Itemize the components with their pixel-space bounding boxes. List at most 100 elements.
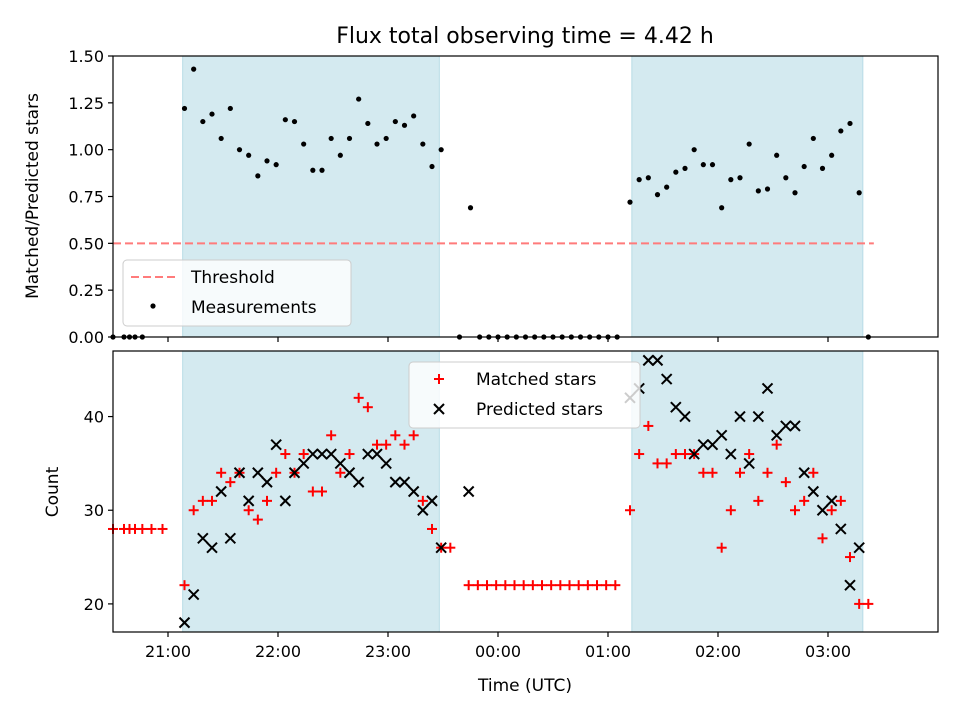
measurement-point — [365, 120, 371, 127]
measurement-point — [346, 135, 353, 142]
matched-stars-point — [707, 467, 718, 478]
matched-stars-point — [427, 523, 437, 534]
legend-predicted-label: Predicted stars — [476, 400, 603, 420]
matched-stars-point — [780, 477, 791, 488]
measurement-point — [236, 147, 243, 153]
matched-stars-point — [243, 505, 254, 516]
predicted-stars-point — [807, 485, 820, 498]
measurement-point — [700, 162, 706, 168]
x-b — [743, 457, 755, 470]
predicted-stars-point — [325, 448, 337, 460]
y-tick-label: 20 — [84, 595, 104, 614]
matched-stars-point — [555, 580, 566, 591]
predicted-stars-point — [780, 420, 792, 432]
measurement-point — [310, 167, 316, 173]
predicted-stars-point — [679, 410, 691, 423]
matched-stars-point — [698, 467, 709, 478]
matched-stars-point — [207, 495, 217, 506]
x-b — [242, 495, 255, 507]
legend-top: Threshold Measurements — [122, 259, 352, 327]
predicted-stars-point — [670, 401, 682, 413]
measurement-point — [392, 118, 398, 125]
predicted-stars-point — [261, 476, 273, 488]
matched-stars-point — [188, 505, 199, 516]
measurement-point — [255, 173, 261, 179]
predicted-stars-point — [853, 541, 865, 554]
measurement-point — [438, 147, 444, 153]
predicted-stars-point — [825, 495, 838, 507]
measurement-point — [411, 113, 417, 119]
measurement-point — [273, 162, 279, 168]
matched-stars-point — [137, 523, 148, 534]
x-b — [853, 541, 865, 554]
measurement-point — [264, 158, 270, 164]
measurement-point — [847, 120, 853, 127]
matched-stars-point — [225, 477, 236, 488]
legend-matched-label: Matched stars — [476, 370, 596, 390]
matched-stars-point — [799, 495, 810, 506]
predicted-stars-point — [380, 457, 392, 470]
predicted-stars-point — [697, 438, 710, 451]
matched-stars-point — [216, 467, 227, 478]
matched-stars-point — [491, 580, 502, 591]
predicted-stars-point — [770, 429, 783, 442]
x-b — [417, 504, 429, 516]
x-b — [770, 429, 783, 442]
x-b — [752, 410, 765, 423]
matched-stars-point — [537, 580, 547, 591]
measurement-point — [218, 135, 224, 142]
predicted-stars-point — [206, 541, 218, 554]
matched-stars-point — [643, 420, 654, 431]
x-b — [307, 448, 319, 460]
x-b — [725, 448, 737, 460]
matched-stars-point — [817, 533, 828, 544]
x-b — [206, 541, 218, 554]
matched-stars-point — [500, 580, 511, 591]
x-b — [789, 420, 801, 432]
x-b — [380, 457, 392, 470]
x-b — [816, 504, 829, 516]
matched-stars-point — [546, 580, 557, 591]
predicted-stars-point — [734, 410, 746, 423]
x-b — [715, 429, 728, 442]
matched-stars-point — [670, 449, 681, 460]
measurement-point — [374, 141, 380, 147]
predicted-stars-point — [426, 495, 438, 507]
top-panel-ratio: 0.00 0.25 0.50 0.75 1.00 1.25 1.50 Threshold Mea… — [68, 47, 939, 347]
matched-stars-point — [463, 580, 474, 591]
x-tick-label: 03:00 — [805, 642, 851, 661]
measurement-point — [709, 162, 716, 168]
y-tick-label: 1.50 — [68, 47, 104, 66]
observing-window-2 — [631, 55, 864, 338]
measurement-point — [328, 135, 334, 142]
matched-stars-point — [762, 467, 773, 478]
predicted-stars-point — [242, 495, 255, 507]
predicted-stars-point — [334, 457, 347, 470]
matched-stars-point — [863, 598, 874, 609]
measurement-point — [764, 186, 771, 192]
legend-measurement-swatch — [150, 303, 156, 309]
x-tick-label: 01:00 — [585, 642, 631, 661]
y-tick-label: 40 — [84, 408, 104, 427]
predicted-stars-point — [407, 485, 420, 498]
measurement-point — [801, 163, 807, 170]
predicted-stars-point — [187, 588, 200, 601]
predicted-stars-point — [435, 541, 447, 554]
matched-stars-point — [179, 580, 190, 591]
measurement-point — [746, 141, 752, 147]
matched-stars-point — [252, 514, 263, 525]
matched-stars-point — [509, 580, 520, 591]
matched-stars-point — [592, 580, 602, 591]
y-tick-label: 1.00 — [68, 141, 104, 160]
x-b — [187, 588, 200, 601]
measurement-point — [636, 177, 642, 183]
matched-stars-point — [564, 580, 575, 591]
x-b — [734, 410, 746, 423]
x-b — [389, 476, 402, 488]
measurement-point — [200, 118, 206, 125]
measurement-point — [783, 175, 789, 181]
x-b — [462, 485, 475, 498]
matched-stars-point — [601, 580, 612, 591]
top-y-axis-label: Matched/Predicted stars — [23, 93, 43, 299]
measurement-point — [728, 177, 734, 183]
